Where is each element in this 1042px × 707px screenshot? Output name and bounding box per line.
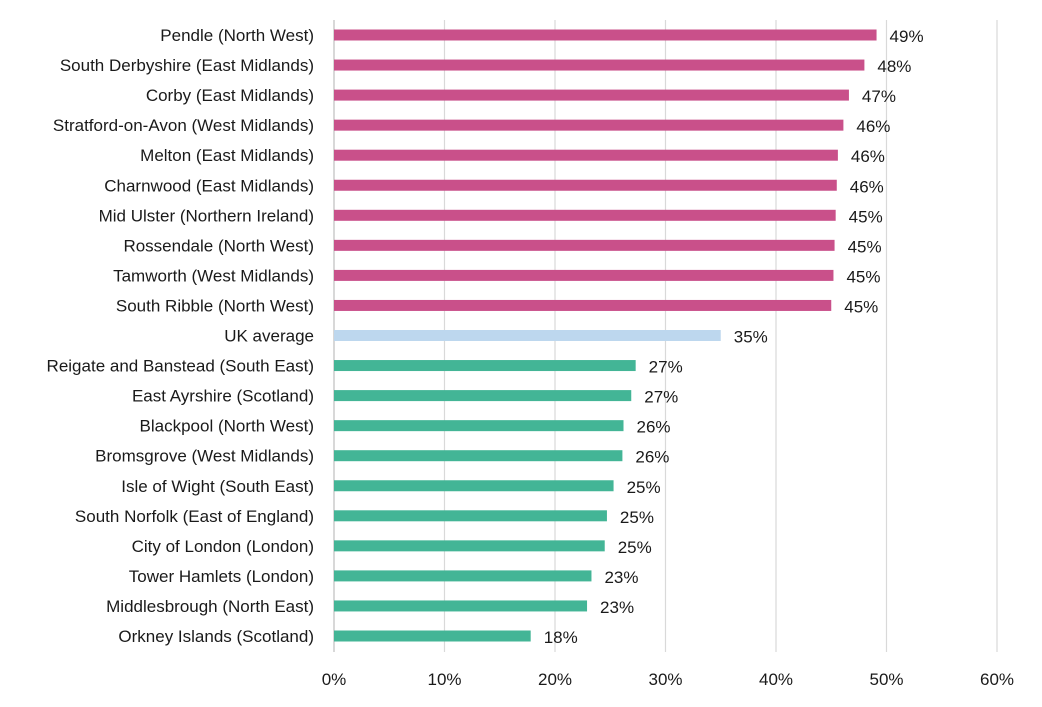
data-label: 25% [618, 538, 652, 557]
category-label: Tamworth (West Midlands) [113, 266, 314, 285]
data-label: 45% [846, 267, 880, 286]
bar [334, 119, 844, 131]
data-label: 26% [637, 418, 671, 437]
category-label: Rossendale (North West) [123, 236, 314, 255]
data-label: 25% [620, 508, 654, 527]
data-label: 26% [635, 448, 669, 467]
data-label: 25% [627, 478, 661, 497]
category-label: South Norfolk (East of England) [75, 507, 314, 526]
category-label: South Derbyshire (East Midlands) [60, 56, 314, 75]
category-label: South Ribble (North West) [116, 296, 314, 315]
bar [334, 209, 836, 221]
x-tick-label: 0% [322, 670, 347, 689]
category-label: Bromsgrove (West Midlands) [95, 447, 314, 466]
category-label: Mid Ulster (Northern Ireland) [99, 206, 314, 225]
data-label: 46% [850, 177, 884, 196]
category-label: Melton (East Midlands) [140, 146, 314, 165]
data-label: 49% [890, 27, 924, 46]
category-label: East Ayrshire (Scotland) [132, 387, 314, 406]
data-label: 23% [604, 568, 638, 587]
x-tick-label: 60% [980, 670, 1014, 689]
data-label: 45% [844, 297, 878, 316]
data-label: 18% [544, 628, 578, 647]
category-label: Middlesbrough (North East) [106, 597, 314, 616]
data-label: 46% [851, 147, 885, 166]
data-label: 27% [644, 388, 678, 407]
category-label: UK average [224, 327, 314, 346]
data-label: 23% [600, 598, 634, 617]
bar [334, 480, 614, 492]
bar [334, 299, 832, 311]
bar [334, 510, 607, 522]
x-tick-label: 30% [648, 670, 682, 689]
x-tick-label: 10% [427, 670, 461, 689]
x-axis-tick-labels: 0% 10% 20% 30% 40% 50% 60% [322, 670, 1014, 689]
bar [334, 630, 531, 642]
category-label: Orkney Islands (Scotland) [118, 627, 314, 646]
category-label: Blackpool (North West) [140, 417, 314, 436]
bar [334, 179, 837, 191]
bar [334, 450, 623, 462]
bar [334, 269, 834, 281]
data-label: 47% [862, 87, 896, 106]
bar [334, 149, 838, 161]
bar [334, 390, 632, 402]
x-tick-label: 20% [538, 670, 572, 689]
bar [334, 540, 605, 552]
data-label: 45% [849, 207, 883, 226]
bar [334, 330, 721, 341]
category-label: Stratford-on-Avon (West Midlands) [53, 116, 314, 135]
category-label: Pendle (North West) [160, 26, 314, 45]
category-label: Isle of Wight (South East) [121, 477, 314, 496]
data-label: 27% [649, 358, 683, 377]
x-tick-label: 50% [869, 670, 903, 689]
bar [334, 59, 865, 71]
data-label: 45% [848, 237, 882, 256]
bars [334, 29, 877, 642]
bar [334, 29, 877, 41]
data-label: 48% [877, 57, 911, 76]
data-label: 35% [734, 328, 768, 347]
category-labels: Pendle (North West) South Derbyshire (Eas… [47, 26, 314, 646]
category-label: Charnwood (East Midlands) [104, 176, 314, 195]
x-tick-label: 40% [759, 670, 793, 689]
category-label: City of London (London) [132, 537, 314, 556]
bar [334, 420, 624, 432]
bar [334, 570, 592, 582]
data-labels: 49% 48% 47% 46% 46% 46% 45% 45% 45% 45% 35% 27% 27% 2… [544, 27, 924, 647]
bar [334, 360, 636, 372]
category-label: Tower Hamlets (London) [129, 567, 314, 586]
category-label: Corby (East Midlands) [146, 86, 314, 105]
bar [334, 600, 588, 612]
data-label: 46% [856, 117, 890, 136]
category-label: Reigate and Banstead (South East) [47, 357, 314, 376]
bar [334, 89, 849, 101]
bar [334, 239, 835, 251]
